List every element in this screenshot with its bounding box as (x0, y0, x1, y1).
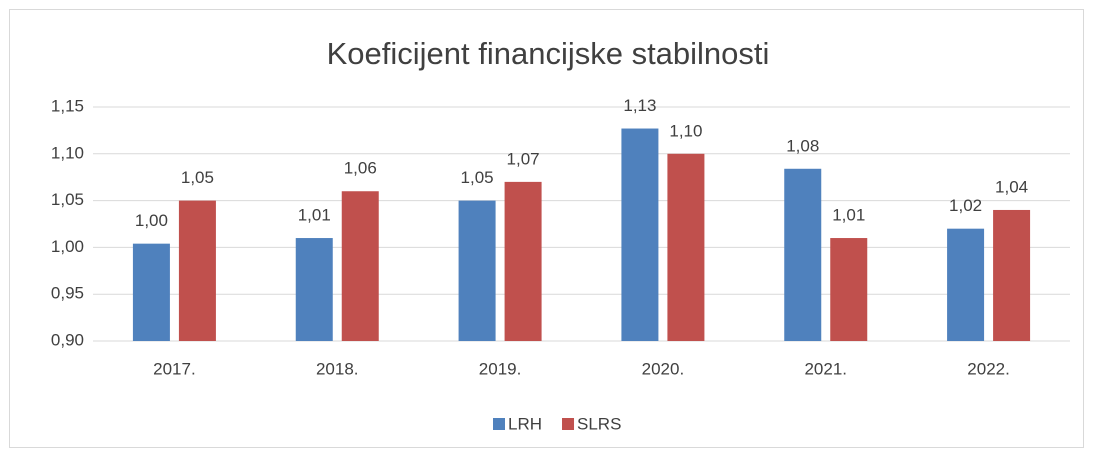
bar (458, 200, 496, 341)
bar (504, 181, 542, 341)
data-label: 1,01 (832, 206, 865, 225)
bar (178, 200, 216, 341)
data-label: 1,04 (995, 177, 1028, 196)
data-label: 1,02 (949, 196, 982, 215)
legend-swatch (493, 418, 505, 430)
data-label: 1,08 (786, 136, 819, 155)
bar (341, 191, 379, 341)
x-tick-label: 2018. (316, 359, 359, 378)
y-tick-label: 0,95 (51, 284, 84, 303)
data-label: 1,10 (669, 121, 702, 140)
data-label: 1,13 (623, 96, 656, 115)
y-tick-label: 0,90 (51, 330, 84, 349)
y-tick-label: 1,05 (51, 190, 84, 209)
data-label: 1,05 (181, 168, 214, 187)
x-tick-label: 2022. (967, 359, 1010, 378)
data-label: 1,01 (298, 206, 331, 225)
x-tick-label: 2021. (804, 359, 847, 378)
legend-label: LRH (508, 414, 542, 433)
bar (784, 168, 822, 341)
x-tick-label: 2020. (642, 359, 685, 378)
y-tick-label: 1,15 (51, 96, 84, 115)
bar (295, 238, 333, 341)
bar (830, 238, 868, 341)
y-tick-label: 1,10 (51, 143, 84, 162)
bar (993, 209, 1031, 341)
data-label: 1,05 (461, 168, 494, 187)
legend-swatch (562, 418, 575, 430)
y-tick-label: 1,00 (51, 237, 84, 256)
x-tick-label: 2019. (479, 359, 522, 378)
legend-label: SLRS (577, 414, 621, 433)
bar (667, 153, 705, 341)
chart-frame (9, 9, 1084, 448)
data-label: 1,07 (507, 149, 540, 168)
bar (947, 228, 985, 341)
chart-title: Koeficijent financijske stabilnosti (327, 36, 770, 71)
x-tick-label: 2017. (153, 359, 196, 378)
data-label: 1,06 (344, 159, 377, 178)
data-label: 1,00 (135, 211, 168, 230)
bar (621, 128, 659, 341)
bar (132, 243, 170, 341)
